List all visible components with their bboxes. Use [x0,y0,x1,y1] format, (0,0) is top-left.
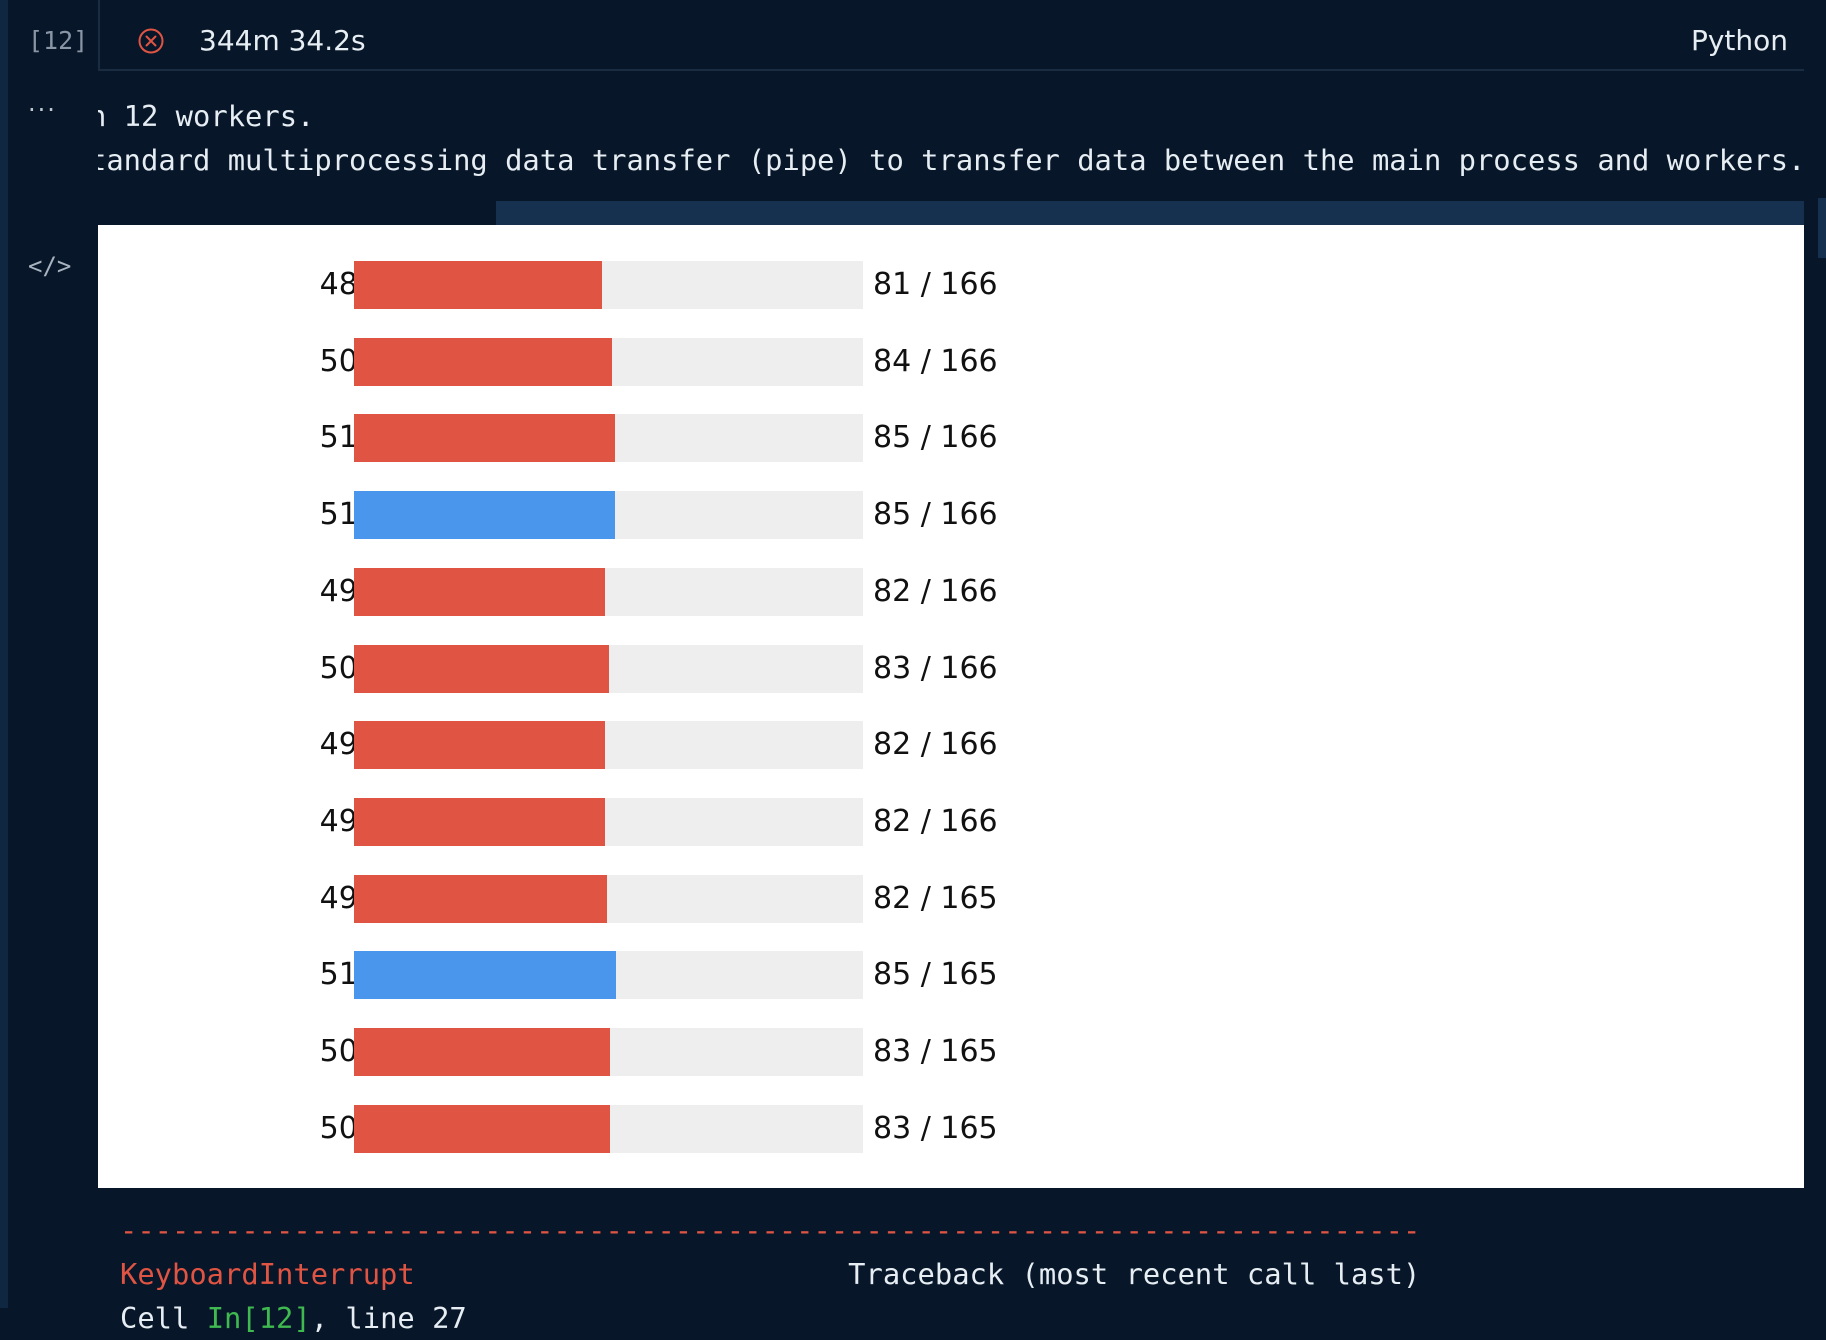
progress-fill [354,1104,611,1153]
progress-fill [354,337,612,386]
output-focus-bar [0,80,8,1308]
progress-track [354,1028,863,1076]
progress-row: 50.60%84 / 166 [98,337,1098,386]
output-line: tandard multiprocessing data transfer (p… [98,143,1804,177]
cell-status-bar [98,0,1804,71]
traceback-header: Traceback (most recent call last) [848,1257,1421,1291]
progress-fill [354,951,617,1000]
progress-row: 50.30%83 / 165 [98,1104,1098,1153]
progress-row: 49.40%82 / 166 [98,567,1098,616]
progress-track [354,414,863,463]
output-stream: n 12 workers. tandard multiprocessing da… [98,94,1804,182]
progress-fill [354,721,606,770]
cell-prefix: Cell [120,1301,207,1335]
progress-count: 82 / 166 [873,573,998,609]
traceback-separator: ----------------------------------------… [120,1213,1421,1247]
progress-track [354,797,863,846]
progress-row: 51.52%85 / 165 [98,951,1098,1000]
progress-row: 50.30%83 / 165 [98,1028,1098,1076]
kernel-language-button[interactable]: Python [1690,24,1788,57]
progress-widget-panel: 48.80%81 / 166 50.60%84 / 166 51.20%85 / 1… [98,225,1804,1188]
progress-row: 49.40%82 / 166 [98,797,1098,846]
code-icon[interactable]: </> [28,252,72,280]
error-circle-x-icon [138,28,164,54]
progress-track [354,261,863,309]
progress-track [354,337,863,386]
progress-count: 82 / 165 [873,880,998,916]
progress-row: 49.40%82 / 166 [98,721,1098,770]
progress-row: 50.00%83 / 166 [98,644,1098,693]
error-name: KeyboardInterrupt [120,1257,415,1291]
progress-row: 51.20%85 / 166 [98,491,1098,540]
progress-count: 83 / 165 [873,1110,998,1146]
progress-count: 83 / 166 [873,650,998,686]
execution-duration: 344m 34.2s [199,24,366,57]
progress-track [354,874,863,923]
progress-count: 82 / 166 [873,727,998,763]
progress-count: 83 / 165 [873,1034,998,1069]
progress-fill [354,644,609,693]
cell-line: , line 27 [310,1301,467,1335]
progress-track [354,951,863,1000]
progress-row: 51.20%85 / 166 [98,414,1098,463]
progress-count: 84 / 166 [873,343,998,379]
traceback: ----------------------------------------… [120,1208,1420,1340]
progress-fill [354,567,606,616]
execution-count: [12] [28,26,89,55]
progress-fill [354,491,615,540]
vertical-scrollbar[interactable] [1818,198,1826,258]
progress-fill [354,797,606,846]
progress-track [354,491,863,540]
progress-fill [354,1028,611,1076]
progress-count: 82 / 166 [873,803,998,839]
progress-row: 48.80%81 / 166 [98,261,1098,309]
progress-fill [354,414,615,463]
horizontal-scrollbar[interactable] [496,201,1804,225]
progress-count: 81 / 166 [873,267,998,302]
output-more-actions-icon[interactable]: ··· [28,96,57,124]
progress-track [354,1104,863,1153]
cell-ref-link[interactable]: In[12] [206,1301,311,1335]
progress-count: 85 / 166 [873,420,998,456]
progress-fill [354,874,607,923]
progress-track [354,567,863,616]
progress-fill [354,261,603,309]
progress-row: 49.70%82 / 165 [98,874,1098,923]
progress-count: 85 / 165 [873,957,998,993]
output-line: n 12 workers. [98,99,315,133]
progress-count: 85 / 166 [873,497,998,533]
progress-track [354,644,863,693]
progress-track [354,721,863,770]
